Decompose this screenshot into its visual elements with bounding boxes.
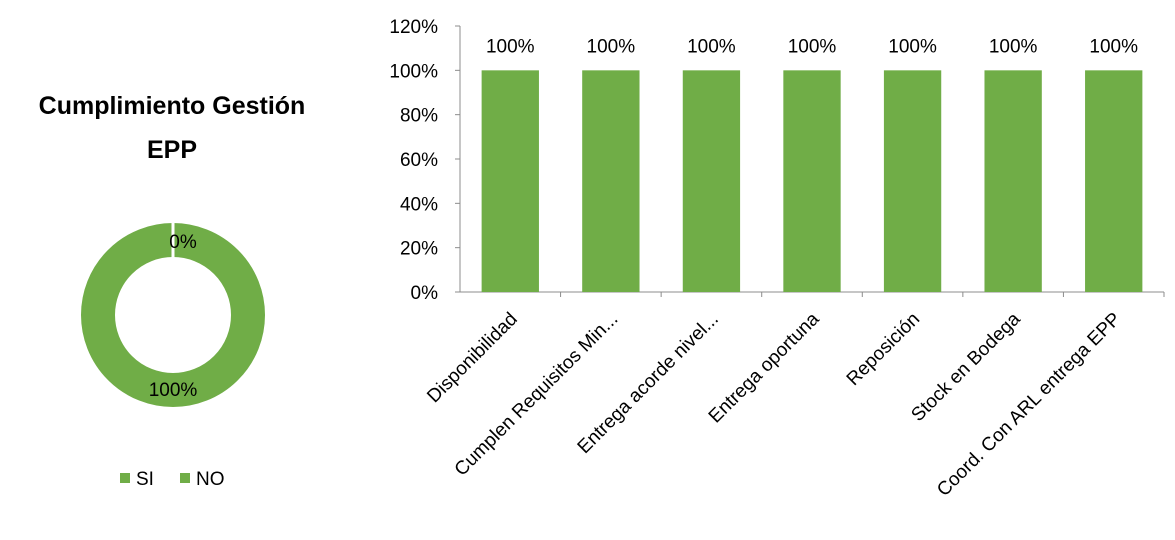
- y-tick-label: 80%: [400, 106, 438, 127]
- bar-data-label: 100%: [1089, 36, 1138, 57]
- x-category-label: Cumplen Requisitos Min...: [451, 309, 623, 481]
- bar-1: [481, 70, 539, 292]
- y-tick-label: 20%: [400, 239, 438, 260]
- y-tick-label: 60%: [400, 150, 438, 171]
- y-tick-label: 0%: [411, 283, 439, 304]
- bar-chart: 0% 20% 40% 60% 80% 100% 120% 100% Disponibilidad…: [389, 17, 1165, 501]
- x-category-label: Stock en Bodega: [907, 308, 1024, 425]
- bar-6: [984, 70, 1042, 292]
- x-category-label: Disponibilidad: [423, 309, 521, 407]
- y-tick-label: 40%: [400, 194, 438, 215]
- y-tick-label: 100%: [389, 61, 438, 82]
- bar-4: [783, 70, 841, 292]
- donut-chart: 0% 100%: [81, 222, 265, 407]
- bar-data-label: 100%: [687, 36, 736, 57]
- bar-data-label: 100%: [989, 36, 1038, 57]
- x-category-label: Coord. Con ARL entrega EPP: [933, 309, 1125, 501]
- y-tick-label: 120%: [389, 17, 438, 38]
- donut-data-label-si: 100%: [149, 380, 198, 401]
- donut-legend: SI NO: [120, 469, 225, 490]
- legend-swatch-si: [120, 473, 130, 483]
- bar-7: [1085, 70, 1143, 292]
- bar-5: [883, 70, 942, 292]
- x-category-label: Reposición: [843, 309, 924, 390]
- legend-label-si: SI: [136, 469, 154, 490]
- x-category-label: Entrega oportuna: [705, 308, 824, 427]
- donut-title-line-1: Cumplimiento Gestión: [39, 92, 306, 120]
- bar-data-label: 100%: [486, 36, 535, 57]
- bar-3: [682, 70, 741, 292]
- bar-data-label: 100%: [587, 36, 636, 57]
- donut-data-label-no: 0%: [169, 232, 197, 253]
- donut-title-line-2: EPP: [147, 136, 197, 164]
- donut-slice-si: [81, 223, 265, 407]
- bar-2: [582, 70, 640, 292]
- legend-label-no: NO: [196, 469, 225, 490]
- bar-data-label: 100%: [788, 36, 837, 57]
- bar-data-label: 100%: [888, 36, 937, 57]
- legend-swatch-no: [180, 473, 190, 483]
